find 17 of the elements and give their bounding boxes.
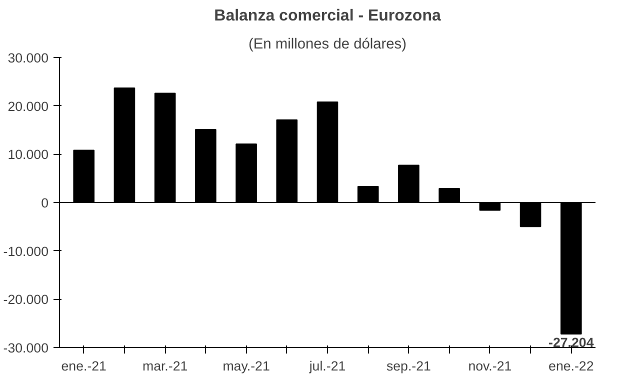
y-tick-label: 0 (41, 196, 49, 210)
x-tick-label: nov.-21 (468, 358, 512, 374)
x-tick-label: jul.-21 (308, 358, 346, 374)
y-tick-label: -20.000 (3, 292, 49, 308)
data-label: -27.204 (548, 334, 594, 350)
y-tick-label: 30.000 (8, 50, 48, 66)
chart-subtitle: (En millones de dólares) (248, 36, 407, 52)
y-tick-label: -10.000 (3, 244, 49, 259)
y-tick-label: 20.000 (8, 98, 48, 114)
x-tick-label: sep.-21 (386, 358, 431, 374)
y-tick-label: -30.000 (3, 340, 49, 356)
x-tick-label: ene.-22 (548, 358, 594, 374)
chart-title: Balanza comercial - Eurozona (214, 8, 441, 24)
x-tick-label: ene.-21 (61, 358, 106, 374)
x-tick-label: may.-21 (222, 358, 270, 374)
x-tick-label: mar.-21 (142, 358, 188, 374)
y-tick-label: 10.000 (8, 147, 48, 162)
